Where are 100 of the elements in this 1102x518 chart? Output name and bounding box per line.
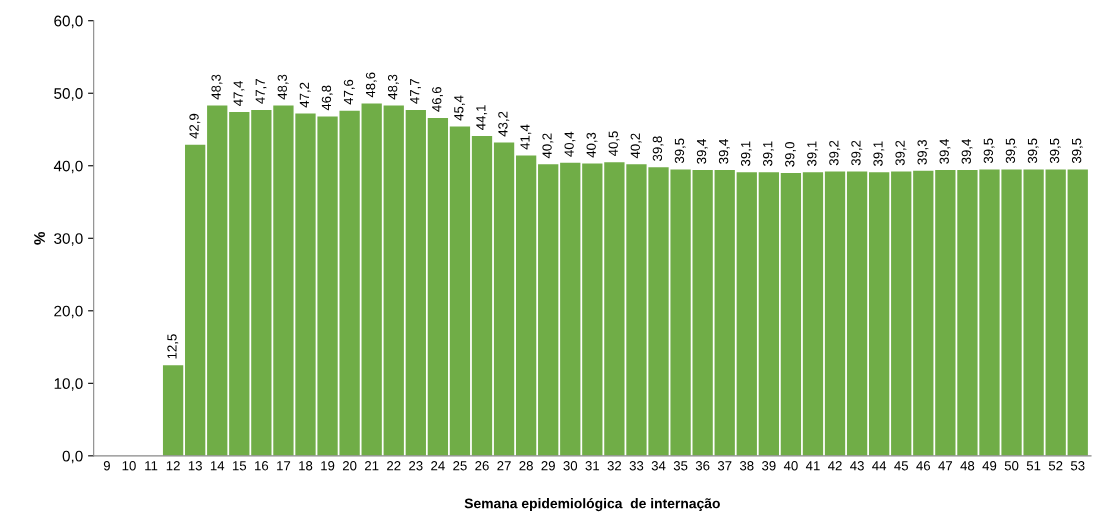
data-label: 46,6 — [432, 87, 443, 112]
x-tick-label: 44 — [872, 461, 887, 471]
data-label: 45,4 — [454, 95, 466, 121]
data-label: 48,3 — [277, 74, 289, 100]
x-tick-label: 46 — [916, 461, 931, 471]
data-label: 47,2 — [299, 82, 311, 108]
x-tick-label: 38 — [739, 461, 754, 471]
x-tick-label: 11 — [145, 461, 158, 471]
data-label: 40,2 — [630, 133, 642, 159]
x-tick-label: 41 — [805, 461, 820, 471]
data-label: 39,1 — [740, 141, 752, 166]
x-tick-label: 25 — [453, 461, 467, 471]
data-label: 44,1 — [476, 105, 488, 130]
x-tick-label: 34 — [651, 461, 666, 471]
data-label: 39,5 — [1049, 138, 1061, 164]
data-label: 39,4 — [718, 139, 730, 164]
x-tick-label: 17 — [277, 461, 291, 471]
data-label: 48,3 — [387, 74, 399, 100]
bar — [758, 172, 779, 456]
x-tick-label: 36 — [695, 461, 710, 471]
x-tick-label: 20 — [342, 461, 357, 471]
x-tick-label: 42 — [828, 461, 842, 471]
x-tick-label: 13 — [188, 461, 202, 471]
bar — [913, 170, 934, 456]
data-label: 40,2 — [542, 133, 554, 159]
x-tick-label: 19 — [321, 461, 335, 471]
bar — [383, 105, 404, 456]
bar — [869, 172, 890, 456]
data-label: 43,2 — [498, 111, 510, 137]
x-tick-label: 53 — [1070, 461, 1085, 471]
x-tick-label: 12 — [166, 461, 180, 471]
y-tick-label: 60,0 — [54, 15, 83, 29]
data-label: 39,4 — [696, 139, 708, 164]
data-label: 41,4 — [520, 124, 532, 150]
bar — [560, 162, 581, 456]
x-axis-title: Semana epidemiológica de internação — [464, 498, 720, 512]
bar — [229, 112, 250, 456]
x-tick-label: 37 — [717, 461, 732, 471]
y-axis-title: % — [34, 231, 45, 245]
x-tick-label: 9 — [103, 461, 110, 471]
x-tick-label: 32 — [607, 461, 622, 471]
data-label: 47,7 — [255, 79, 267, 104]
data-label: 39,2 — [895, 140, 907, 166]
bar — [891, 171, 912, 456]
y-tick-label: 50,0 — [54, 88, 83, 101]
bar — [361, 103, 382, 456]
bar — [471, 136, 493, 456]
bar — [802, 172, 824, 456]
bar — [582, 163, 603, 456]
bar — [493, 142, 515, 456]
y-tick-label: 0,0 — [62, 450, 83, 464]
x-tick-label: 27 — [497, 461, 511, 471]
x-tick-label: 39 — [762, 461, 776, 471]
x-tick-label: 35 — [673, 461, 688, 471]
x-tick-label: 40 — [783, 461, 798, 471]
bar — [780, 173, 802, 456]
bar — [714, 170, 735, 456]
x-tick-label: 50 — [1004, 461, 1019, 471]
data-label: 39,4 — [961, 139, 973, 164]
data-label: 40,5 — [608, 131, 620, 157]
x-tick-label: 30 — [563, 461, 578, 471]
bar — [1067, 169, 1088, 456]
x-tick-label: 43 — [850, 461, 864, 471]
bar — [1045, 169, 1066, 456]
data-label: 39,1 — [763, 141, 774, 166]
data-label: 39,5 — [1027, 138, 1039, 164]
x-tick-label: 23 — [409, 461, 423, 471]
x-tick-label: 29 — [541, 461, 555, 471]
bar — [427, 117, 449, 456]
bar — [405, 109, 426, 456]
data-label: 39,2 — [829, 140, 841, 166]
x-tick-label: 21 — [365, 461, 379, 471]
data-label: 39,5 — [1071, 138, 1083, 164]
data-label: 39,1 — [873, 141, 885, 166]
data-label: 39,8 — [652, 136, 664, 161]
data-label: 39,2 — [851, 140, 863, 166]
x-tick-label: 18 — [299, 461, 313, 471]
data-label: 42,9 — [189, 113, 201, 139]
data-label: 40,3 — [586, 132, 598, 158]
data-label: 39,5 — [674, 138, 686, 164]
data-label: 48,6 — [365, 72, 377, 98]
y-tick-label: 10,0 — [54, 378, 83, 391]
x-tick-label: 24 — [431, 461, 445, 471]
data-label: 47,4 — [233, 81, 245, 106]
data-label: 48,3 — [211, 74, 223, 100]
data-label: 39,3 — [917, 139, 929, 165]
x-tick-label: 47 — [938, 461, 953, 471]
x-tick-label: 45 — [894, 461, 909, 471]
x-tick-label: 49 — [982, 461, 997, 471]
x-tick-label: 16 — [255, 461, 269, 471]
data-label: 39,0 — [785, 142, 796, 167]
x-tick-label: 31 — [585, 461, 600, 471]
bar — [515, 155, 537, 456]
bar — [824, 171, 846, 456]
data-label: 12,5 — [167, 334, 179, 359]
data-label: 47,6 — [343, 79, 355, 105]
data-label: 46,8 — [321, 85, 333, 111]
data-label: 40,4 — [564, 131, 576, 157]
x-tick-label: 14 — [210, 461, 225, 471]
x-tick-label: 28 — [519, 461, 533, 471]
